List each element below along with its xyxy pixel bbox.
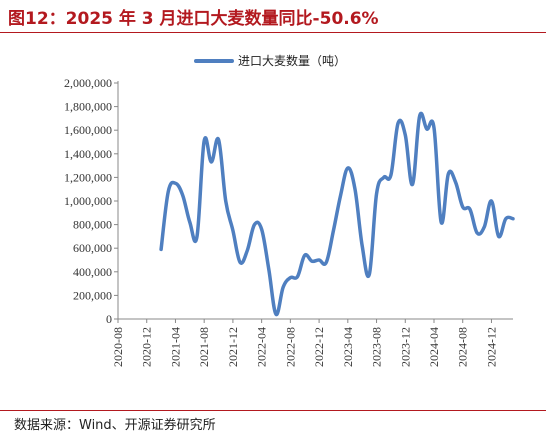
source-divider [0,410,546,411]
plot-area [159,111,515,317]
x-tick-label: 2021-12 [226,327,240,367]
series-line-import-barley [159,111,515,317]
x-tick-label: 2022-04 [255,327,269,367]
x-tick-label: 2020-12 [140,327,154,367]
y-tick-label: 1,000,000 [64,194,112,208]
x-tick-label: 2024-12 [484,327,498,367]
y-tick-label: 0 [106,312,112,326]
y-tick-label: 1,400,000 [64,147,112,161]
x-tick-label: 2023-08 [370,327,384,367]
x-tick-label: 2023-04 [341,327,355,367]
legend-label: 进口大麦数量（吨） [238,53,346,68]
y-tick-label: 1,800,000 [64,100,112,114]
y-tick-label: 200,000 [73,288,112,302]
y-tick-label: 800,000 [73,218,112,232]
x-tick-label: 2023-12 [398,327,412,367]
x-tick-label: 2022-12 [312,327,326,367]
x-axis: 2020-08 2020-12 2021-04 2021-08 2021-12 2022-… [111,318,513,367]
x-tick-label: 2020-08 [111,327,125,367]
page-title: 图12：2025 年 3 月进口大麦数量同比-50.6% [8,9,379,29]
x-tick-label: 2022-08 [283,327,297,367]
source-note: 数据来源：Wind、开源证券研究所 [14,418,216,433]
y-tick-label: 1,200,000 [64,170,112,184]
y-tick-label: 2,000,000 [64,76,112,90]
legend: 进口大麦数量（吨） [194,53,346,68]
x-tick-label: 2024-04 [427,327,441,367]
y-tick-label: 400,000 [73,265,112,279]
title-divider [0,32,546,33]
y-tick-label: 600,000 [73,241,112,255]
x-tick-label: 2024-08 [456,327,470,367]
y-tick-label: 1,600,000 [64,123,112,137]
y-axis: 0 200,000 400,000 600,000 800,000 1,000,000 1,… [64,76,119,326]
x-tick-label: 2021-04 [168,327,182,367]
x-tick-label: 2021-08 [197,327,211,367]
